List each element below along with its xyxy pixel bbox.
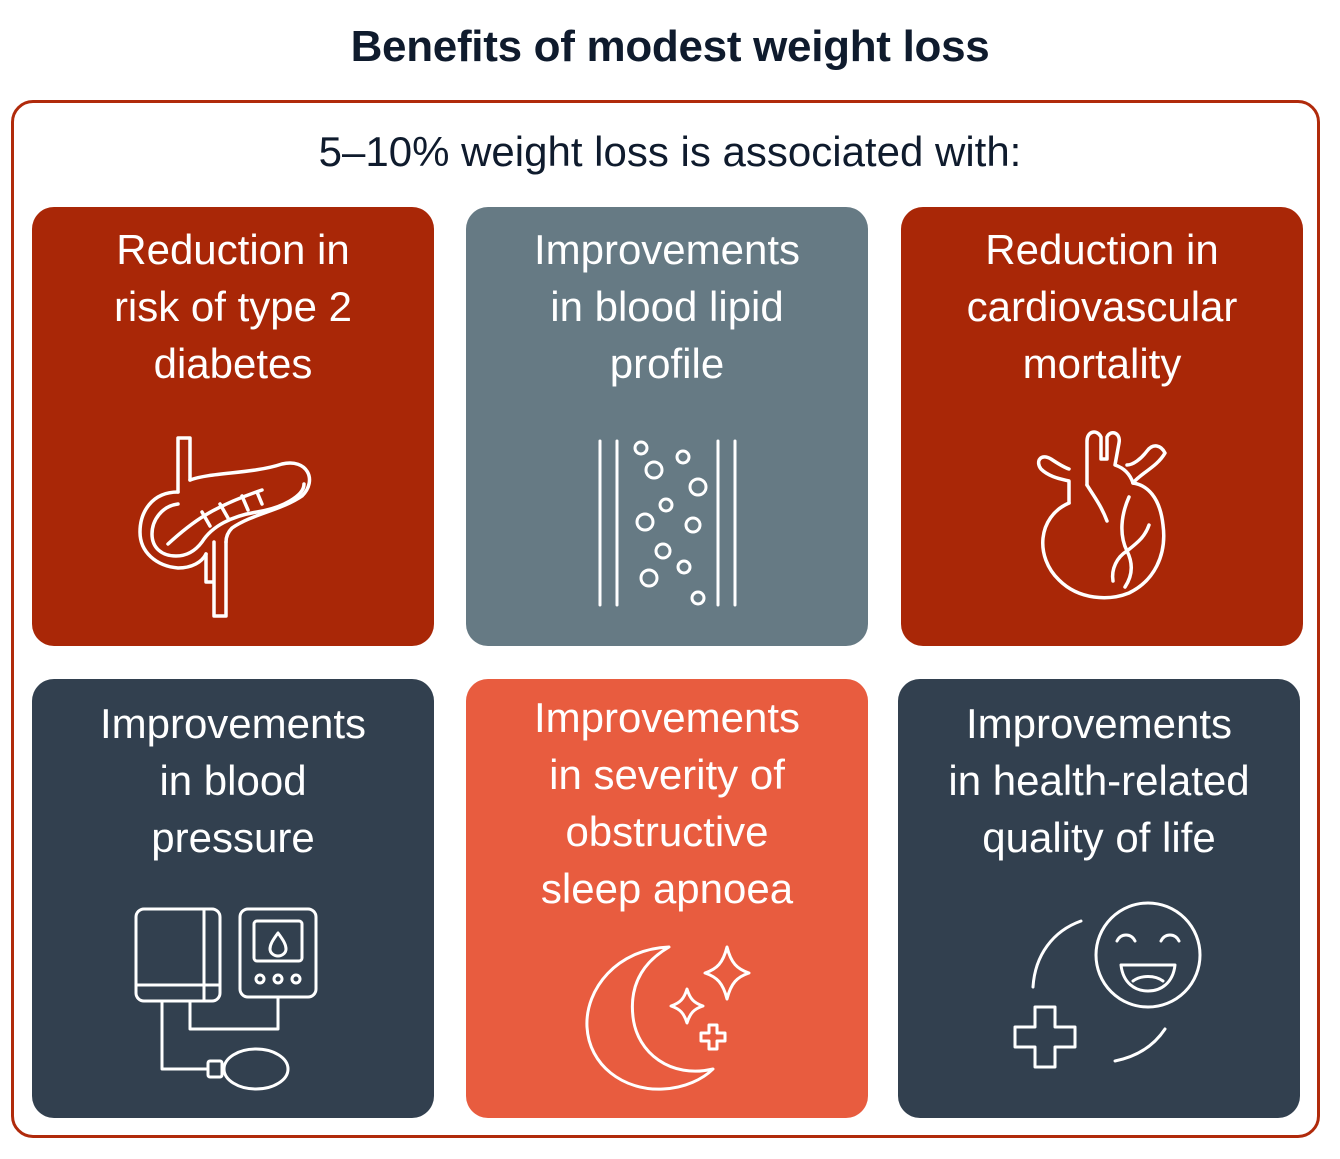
card-sleep-apnoea: Improvements in severity of obstructive … (466, 679, 868, 1118)
page-title: Benefits of modest weight loss (350, 22, 990, 71)
card-label: Improvements in severity of obstructive … (533, 694, 801, 912)
card-quality-of-life: Improvements in health-related quality o… (898, 679, 1300, 1118)
moon-stars-icon (585, 945, 751, 1091)
card-type-2-diabetes: Reduction in risk of type 2 diabetes (32, 207, 434, 646)
subtitle: 5–10% weight loss is associated with: (318, 128, 1022, 175)
blood-pressure-monitor-icon (134, 907, 318, 1091)
card-cardiovascular: Reduction in cardiovascular mortality (901, 207, 1303, 646)
card-label: Reduction in cardiovascular mortality (966, 226, 1238, 387)
content-frame (11, 100, 1320, 1138)
card-label: Improvements in blood pressure (99, 700, 367, 861)
card-blood-lipid: Improvements in blood lipid profile (466, 207, 868, 646)
pancreas-icon (138, 436, 312, 618)
blood-vessel-lipid-icon (598, 439, 737, 607)
card-label: Improvements in health-related quality o… (948, 700, 1250, 861)
smiley-health-icon (1013, 901, 1202, 1069)
card-label: Improvements in blood lipid profile (533, 226, 801, 387)
card-label: Reduction in risk of type 2 diabetes (113, 226, 353, 387)
heart-icon (1036, 430, 1167, 600)
card-blood-pressure: Improvements in blood pressure (32, 679, 434, 1118)
